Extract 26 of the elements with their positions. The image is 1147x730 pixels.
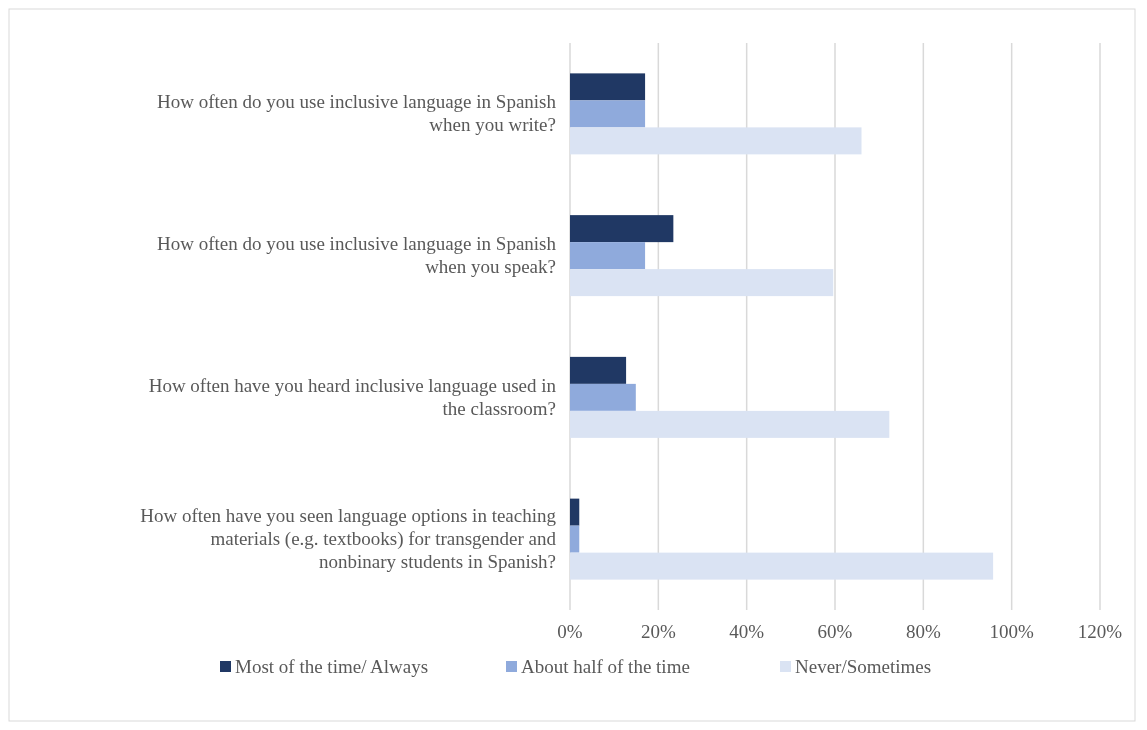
bar bbox=[570, 410, 890, 438]
x-tick-label: 60% bbox=[817, 621, 853, 642]
legend-label: Never/Sometimes bbox=[795, 656, 932, 677]
bar bbox=[570, 552, 994, 580]
x-tick-label: 40% bbox=[729, 621, 765, 642]
bar bbox=[570, 127, 862, 155]
y-tick-label: How often do you use inclusive language in Spanish when you speak? bbox=[157, 233, 557, 278]
bar bbox=[570, 383, 636, 411]
bar bbox=[570, 498, 580, 526]
x-tick-label: 100% bbox=[989, 621, 1034, 642]
x-tick-label: 120% bbox=[1077, 621, 1123, 642]
y-tick-label: How often do you use inclusive language in Spanish when you write? bbox=[157, 91, 557, 136]
x-tick-label: 20% bbox=[640, 621, 676, 642]
bar bbox=[570, 269, 834, 297]
bar bbox=[570, 242, 646, 270]
bar bbox=[570, 215, 674, 243]
bar bbox=[570, 356, 627, 384]
x-tick-label: 0% bbox=[557, 621, 583, 642]
legend-label: Most of the time/ Always bbox=[235, 656, 429, 677]
bar bbox=[570, 525, 580, 553]
legend-label: About half of the time bbox=[521, 656, 690, 677]
y-tick-label: How often have you heard inclusive language used in the classroom? bbox=[148, 374, 557, 419]
bar bbox=[570, 100, 646, 128]
bar bbox=[570, 73, 646, 101]
y-tick-label: How often have you seen language options in teaching materials (e.g. textbooks) for transgender and nonbinary students in Spanish? bbox=[140, 505, 557, 573]
x-tick-label: 80% bbox=[905, 621, 941, 642]
